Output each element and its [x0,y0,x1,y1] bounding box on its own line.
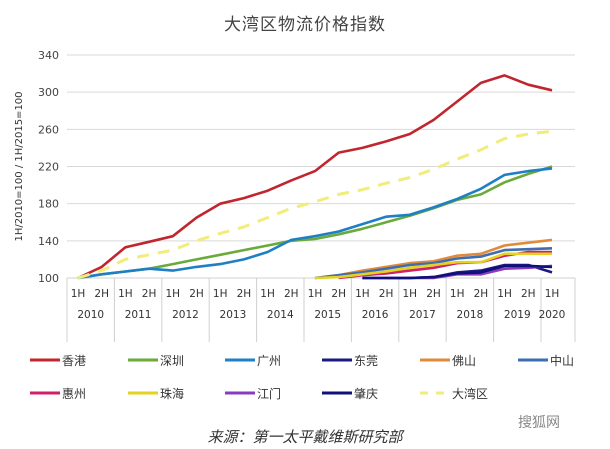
x-tick-label: 2H [331,288,346,300]
watermark: 搜狐网 [518,415,560,431]
x-tick-label: 1H [213,288,228,300]
x-year-label: 2010 [77,309,104,321]
x-tick-label: 2H [189,288,204,300]
x-tick-label: 1H [118,288,133,300]
y-tick-label: 300 [38,86,59,99]
x-tick-label: 1H [308,288,323,300]
legend-label: 东莞 [354,354,378,368]
x-tick-label: 2H [94,288,109,300]
x-tick-label: 1H [545,288,560,300]
x-tick-label: 2H [379,288,394,300]
source-note: 来源：第一太平戴维斯研究部 [207,428,403,446]
legend-label: 广州 [257,354,281,368]
x-tick-label: 2H [284,288,299,300]
legend-label: 江门 [257,386,281,401]
x-year-label: 2018 [457,309,484,321]
x-tick-label: 2H [142,288,157,300]
y-tick-label: 260 [38,123,59,136]
x-year-label: 2017 [409,309,436,321]
y-axis-label: 1H/2010=100 / 1H/2015=100 [14,91,25,241]
y-tick-label: 100 [38,272,59,285]
y-tick-label: 220 [38,161,59,174]
x-year-label: 2012 [172,309,199,321]
legend-label: 肇庆 [354,386,378,401]
x-tick-label: 1H [450,288,465,300]
legend-label: 珠海 [160,386,184,401]
x-tick-label: 1H [355,288,370,300]
x-tick-label: 1H [403,288,418,300]
legend-label: 佛山 [452,354,476,368]
legend-label: 大湾区 [452,386,488,401]
legend-label: 香港 [62,354,86,368]
legend-label: 深圳 [160,354,184,368]
x-year-label: 2020 [539,309,566,321]
x-year-label: 2015 [314,309,341,321]
x-tick-label: 1H [71,288,86,300]
x-tick-label: 1H [260,288,275,300]
x-tick-label: 1H [166,288,181,300]
legend-label: 惠州 [62,387,86,401]
x-tick-label: 1H [497,288,512,300]
series-line-佛山 [314,238,553,280]
x-year-label: 2011 [125,309,152,321]
x-year-label: 2019 [504,309,531,321]
x-year-label: 2013 [220,309,247,321]
x-year-label: 2016 [362,309,389,321]
legend-label: 中山 [550,353,574,368]
chart-title: 大湾区物流价格指数 [224,15,386,35]
y-tick-label: 140 [38,235,59,248]
series-line-香港 [77,74,553,280]
x-tick-label: 2H [237,288,252,300]
x-tick-label: 2H [474,288,489,300]
x-year-label: 2014 [267,309,294,321]
x-tick-label: 2H [426,288,441,300]
y-tick-label: 340 [38,49,59,62]
x-tick-label: 2H [521,288,536,300]
y-tick-label: 180 [38,198,59,211]
